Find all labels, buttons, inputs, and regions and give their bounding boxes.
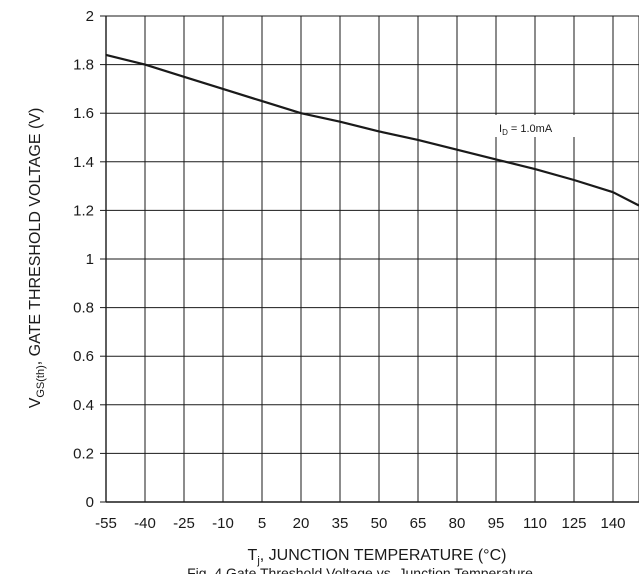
- y-tick-label: 1.4: [73, 154, 94, 171]
- x-tick-label: 65: [410, 515, 427, 532]
- x-tick-label: 110: [523, 515, 547, 532]
- y-tick-label: 0.4: [73, 397, 94, 414]
- y-tick-label: 2: [86, 8, 94, 25]
- y-tick-label: 0: [86, 494, 94, 511]
- x-tick-label: 95: [488, 515, 505, 532]
- y-tick-label: 1.2: [73, 202, 94, 219]
- data-point: [456, 149, 458, 151]
- data-point: [573, 179, 575, 181]
- x-tick-label: 80: [449, 515, 466, 532]
- data-point: [378, 130, 380, 133]
- x-tick-label: 20: [293, 515, 310, 532]
- x-tick-label: -25: [173, 515, 195, 532]
- data-point: [534, 168, 536, 170]
- x-axis-title: Tj, JUNCTION TEMPERATURE (°C): [248, 547, 507, 567]
- data-point: [300, 112, 302, 114]
- figure-caption: Fig. 4 Gate Threshold Voltage vs. Juncti…: [187, 565, 533, 574]
- data-point: [222, 88, 224, 90]
- y-tick-label: 1.8: [73, 57, 94, 74]
- annotation-background: [494, 115, 586, 137]
- x-tick-label: -55: [95, 515, 117, 532]
- data-point: [144, 64, 146, 66]
- data-point: [612, 191, 614, 193]
- data-point: [261, 100, 263, 102]
- y-tick-label: 0.6: [73, 348, 94, 365]
- x-tick-label: 5: [258, 515, 266, 532]
- x-tick-label: 140: [600, 515, 625, 532]
- y-axis-title: VGS(th), GATE THRESHOLD VOLTAGE (V): [27, 108, 47, 409]
- x-tick-label: 35: [332, 515, 349, 532]
- data-point: [339, 121, 341, 123]
- x-tick-label: -40: [134, 515, 156, 532]
- y-tick-label: 0.8: [73, 300, 94, 317]
- y-tick-label: 1.6: [73, 105, 94, 122]
- data-point: [105, 54, 107, 56]
- x-tick-labels: -55 -40 -25 -10 5 20 35 50 65 80 95 110 125 140: [95, 515, 625, 532]
- y-tick-label: 1: [86, 251, 94, 268]
- data-point: [495, 158, 497, 160]
- y-tick-labels: 0 0.2 0.4 0.6 0.8 1 1.2 1.4 1.6 1.8 2: [73, 8, 94, 511]
- x-tick-label: 125: [561, 515, 586, 532]
- data-point: [417, 139, 419, 141]
- data-point: [183, 76, 185, 78]
- axes: [100, 15, 639, 503]
- y-tick-label: 0.2: [73, 445, 94, 462]
- x-tick-label: 50: [371, 515, 388, 532]
- grid: [105, 15, 639, 503]
- series-layer: [105, 53, 639, 207]
- annotation-label: ID = 1.0mA: [499, 123, 553, 137]
- x-tick-label: -10: [212, 515, 234, 532]
